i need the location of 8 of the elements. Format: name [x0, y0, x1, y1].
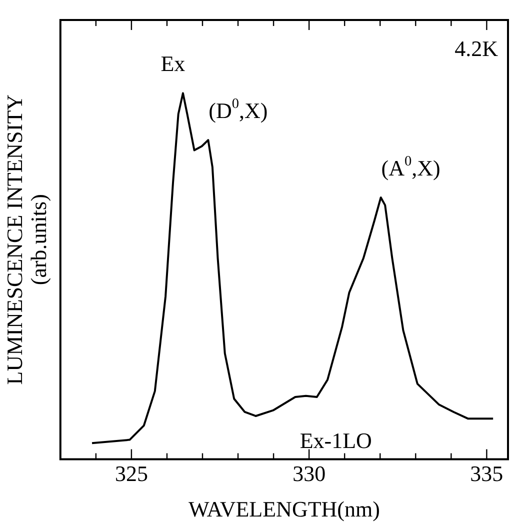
- x-axis-title: WAVELENGTH(nm): [188, 496, 380, 522]
- y-axis-title: LUMINESCENCE INTENSITY (arb.units): [2, 94, 52, 385]
- x-tick-label: 335: [470, 461, 504, 486]
- x-tick-label: 325: [114, 461, 148, 486]
- annotation: Ex-1LO: [300, 428, 372, 453]
- x-tick-label: 330: [292, 461, 326, 486]
- text: 4.2K: [454, 36, 498, 61]
- annotation: Ex: [160, 51, 186, 76]
